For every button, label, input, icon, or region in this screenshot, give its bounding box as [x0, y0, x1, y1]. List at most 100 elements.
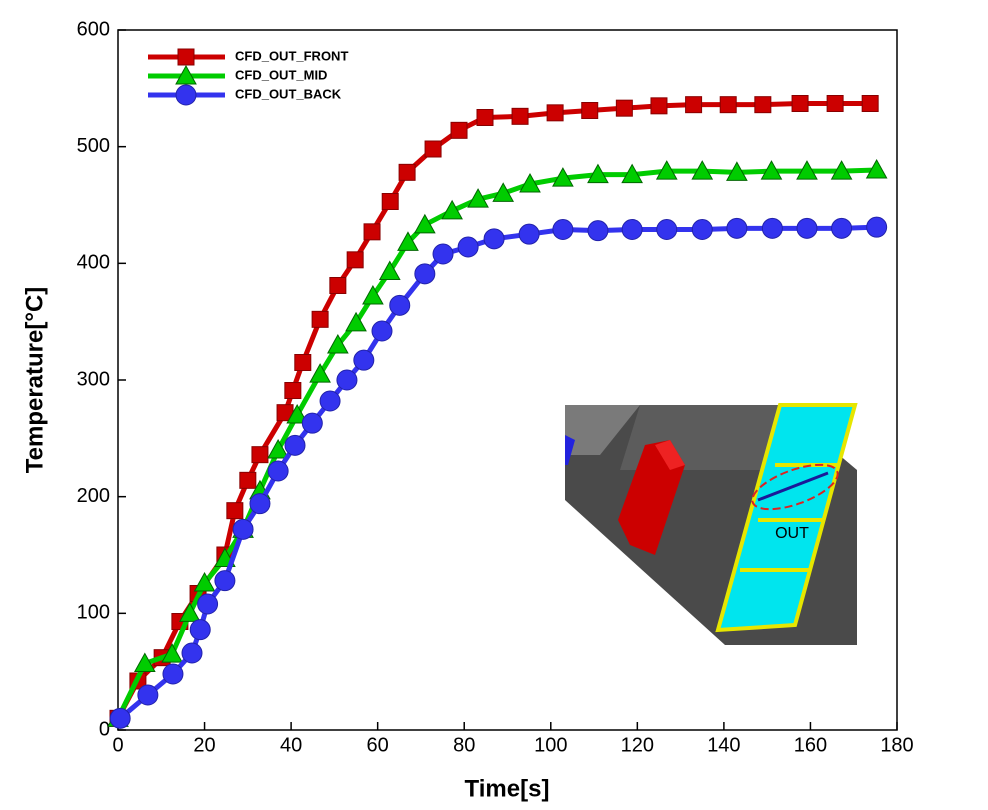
data-point [137, 684, 159, 706]
data-point [329, 277, 347, 294]
data-point [251, 446, 269, 464]
data-point [193, 571, 216, 592]
data-point [546, 104, 564, 122]
inset-highlight [751, 463, 839, 511]
data-point [866, 216, 888, 238]
x-tick-label: 80 [453, 734, 475, 756]
inset-heater [618, 440, 685, 555]
data-point [719, 96, 737, 114]
data-point [796, 217, 818, 239]
x-tick-label: 100 [534, 734, 567, 756]
x-tick-label: 0 [112, 734, 123, 756]
data-point [519, 172, 541, 193]
data-point [587, 163, 609, 184]
data-point [826, 95, 844, 112]
y-tick-label: 200 [77, 485, 110, 507]
y-tick-label: 600 [77, 18, 110, 40]
data-point [413, 213, 436, 234]
data-point [133, 652, 156, 672]
x-tick-label: 140 [707, 734, 740, 756]
data-point [621, 219, 643, 240]
legend-marker [177, 48, 195, 66]
data-point [327, 333, 349, 354]
data-point [656, 219, 678, 240]
inset-face [565, 405, 640, 455]
y-tick-label: 300 [77, 368, 110, 390]
data-point [232, 518, 254, 540]
data-point [189, 619, 211, 641]
data-point [311, 310, 329, 328]
x-tick-label: 160 [794, 734, 827, 756]
data-point [726, 161, 748, 181]
data-point [397, 231, 419, 251]
data-point [197, 593, 219, 615]
y-tick-label: 500 [77, 135, 110, 157]
data-point [685, 96, 703, 114]
data-point [861, 95, 879, 112]
x-tick-label: 40 [280, 734, 302, 756]
data-point [467, 188, 489, 208]
inset-panel [715, 403, 858, 633]
data-point [161, 643, 183, 663]
data-point [226, 502, 244, 520]
x-tick-label: 60 [367, 734, 389, 756]
data-point [181, 642, 203, 664]
data-point [286, 403, 309, 424]
data-point [398, 163, 416, 181]
inset-image: OUT [565, 403, 858, 645]
data-point [414, 263, 436, 285]
data-point [754, 96, 772, 114]
y-tick-label: 100 [77, 602, 110, 624]
legend-marker [175, 64, 197, 85]
data-point [518, 223, 540, 245]
data-point [363, 223, 381, 241]
data-point [761, 217, 783, 239]
data-point [249, 493, 271, 515]
data-point [284, 382, 302, 399]
data-point [294, 354, 312, 371]
data-point [655, 160, 678, 180]
data-point [284, 434, 306, 456]
data-point [353, 349, 375, 371]
legend-label: CFD_OUT_FRONT [235, 48, 348, 63]
inset-out-line [757, 471, 829, 502]
data-point [267, 460, 289, 482]
data-point [162, 663, 184, 685]
legend-marker [175, 84, 197, 106]
inset-heater-top [655, 440, 685, 470]
data-point [109, 707, 131, 729]
data-point [309, 363, 331, 383]
data-point [362, 284, 384, 305]
y-axis-title: Temperature[°C] [21, 287, 48, 474]
data-point [865, 158, 888, 179]
data-point [424, 140, 442, 158]
data-point [511, 107, 529, 125]
data-point [581, 102, 599, 119]
x-tick-label: 120 [621, 734, 654, 756]
legend-label: CFD_OUT_MID [235, 67, 327, 82]
data-point [345, 311, 367, 332]
data-point [831, 217, 853, 239]
data-point [796, 160, 818, 180]
data-point [691, 219, 713, 240]
data-point [457, 236, 479, 258]
data-point [650, 97, 668, 115]
data-point [301, 412, 323, 434]
data-point [178, 602, 201, 622]
data-point [319, 390, 341, 412]
inset-label: OUT [775, 525, 809, 542]
x-tick-label: 20 [193, 734, 215, 756]
data-point [483, 228, 505, 250]
y-tick-label: 0 [99, 718, 110, 740]
data-point [621, 163, 643, 184]
legend-label: CFD_OUT_BACK [235, 86, 342, 101]
data-point [552, 167, 574, 187]
data-point [378, 260, 401, 280]
data-point [346, 251, 364, 269]
data-point [336, 369, 358, 391]
data-point [615, 99, 633, 117]
data-point [726, 217, 748, 239]
data-point [691, 160, 714, 180]
